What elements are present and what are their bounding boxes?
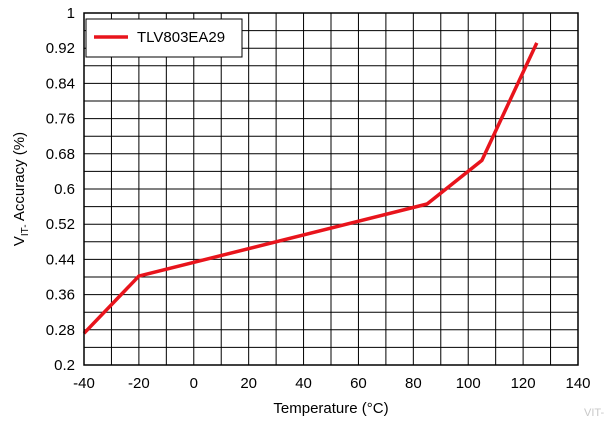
y-axis-title-main: V — [11, 236, 28, 246]
x-tick-label: -20 — [128, 375, 150, 392]
x-tick-label: 120 — [511, 375, 536, 392]
watermark: VIT- — [584, 407, 605, 419]
x-tick-label: 100 — [456, 375, 481, 392]
y-tick-label: 0.76 — [46, 111, 75, 128]
x-tick-label: -40 — [73, 375, 95, 392]
y-tick-label: 0.2 — [54, 357, 75, 374]
y-tick-label: 0.52 — [46, 216, 75, 233]
legend-label: TLV803EA29 — [137, 29, 225, 46]
series-line — [82, 42, 539, 335]
y-tick-label: 0.68 — [46, 146, 75, 163]
plot-frame — [83, 12, 579, 366]
x-tick-label: 0 — [190, 375, 198, 392]
y-tick-label: 0.28 — [46, 322, 75, 339]
y-tick-label: 0.6 — [54, 181, 75, 198]
x-tick-label: 140 — [565, 375, 590, 392]
legend: TLV803EA29 — [85, 18, 243, 58]
x-tick-label: 60 — [350, 375, 367, 392]
x-tick-labels: -40 -20 0 20 40 60 80 100 120 140 — [73, 375, 590, 392]
grid — [84, 13, 578, 365]
y-axis-title-subscript: IT- — [20, 224, 31, 236]
x-tick-label: 40 — [295, 375, 312, 392]
y-tick-label: 0.92 — [46, 40, 75, 57]
x-tick-label: 20 — [240, 375, 257, 392]
y-tick-label: 0.36 — [46, 287, 75, 304]
series-group — [82, 42, 539, 335]
y-tick-labels: 0.2 0.28 0.36 0.44 0.52 0.6 0.68 0.76 0.84 0.92 1 — [46, 5, 75, 374]
y-axis-title: VIT- Accuracy (%) — [11, 132, 31, 246]
y-tick-label: 0.84 — [46, 75, 75, 92]
x-axis-title: Temperature (°C) — [273, 400, 388, 417]
y-tick-label: 0.44 — [46, 251, 75, 268]
y-axis-title-rest: Accuracy (%) — [11, 132, 28, 225]
x-tick-label: 80 — [405, 375, 422, 392]
y-tick-label: 1 — [67, 5, 75, 22]
